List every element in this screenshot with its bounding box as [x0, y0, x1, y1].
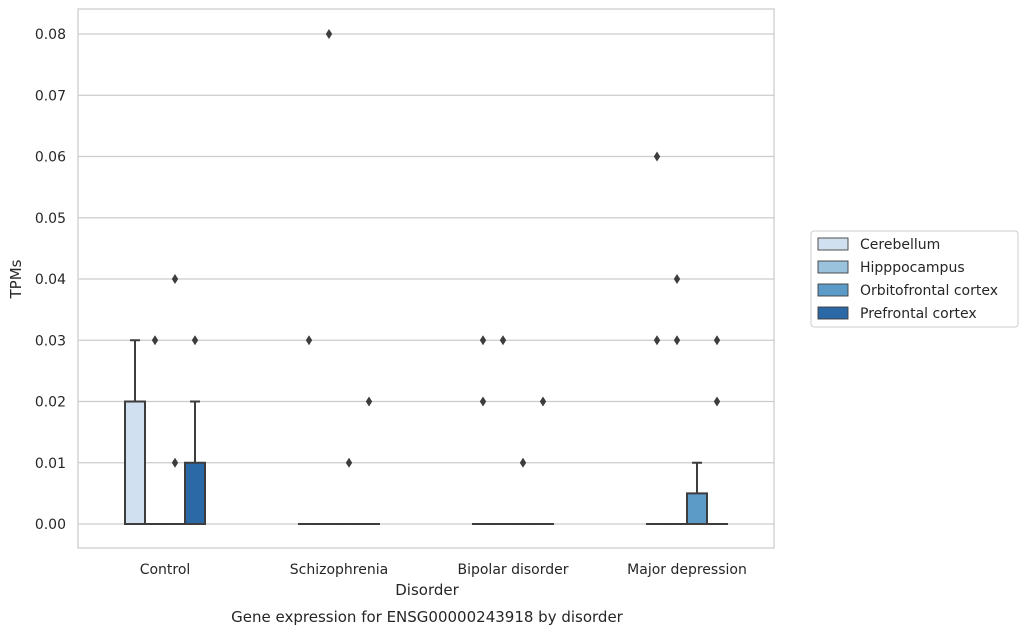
box-body — [124, 400, 146, 525]
y-tick-label: 0.03 — [35, 333, 66, 349]
outliers — [151, 29, 721, 468]
box-cerebellum — [124, 339, 146, 525]
outlier-point — [171, 274, 179, 284]
x-tick-label: Major depression — [627, 562, 747, 578]
outlier-point — [305, 335, 313, 346]
outlier-point — [713, 335, 721, 346]
box-orbitofrontal-cortex — [686, 461, 708, 525]
outlier-point — [673, 335, 681, 346]
x-axis-label: Disorder — [395, 581, 459, 599]
outlier-point — [191, 335, 199, 346]
legend-swatch — [817, 283, 849, 297]
x-tick-labels: Control Schizophrenia Bipolar disorder Majo… — [140, 562, 747, 578]
box-body — [686, 492, 708, 525]
outlier-point — [713, 396, 721, 407]
gridlines — [78, 33, 774, 525]
y-tick-labels: 0.00 0.01 0.02 0.03 0.04 0.05 0.06 0.07 0.08 — [35, 27, 66, 533]
outlier-point — [345, 457, 353, 468]
y-tick-label: 0.05 — [35, 211, 66, 227]
y-tick-label: 0.02 — [35, 395, 66, 411]
outlier-point — [653, 335, 661, 346]
outlier-point — [151, 335, 159, 346]
y-tick-label: 0.07 — [35, 88, 66, 104]
legend-swatch — [817, 306, 849, 320]
outlier-point — [365, 396, 373, 407]
y-tick-label: 0.06 — [35, 150, 66, 166]
legend: Cerebellum Hipppocampus Orbitofrontal cort… — [810, 230, 1019, 328]
legend-label: Orbitofrontal cortex — [860, 283, 998, 299]
legend-label: Hipppocampus — [860, 260, 965, 276]
y-tick-label: 0.01 — [35, 456, 66, 472]
y-tick-label: 0.04 — [35, 272, 66, 288]
outlier-point — [325, 29, 333, 39]
outlier-point — [479, 396, 487, 407]
outlier-point — [499, 335, 507, 346]
outlier-point — [479, 335, 487, 346]
y-tick-label: 0.08 — [35, 27, 66, 43]
y-tick-label: 0.00 — [35, 517, 66, 533]
outlier-point — [519, 457, 527, 468]
plot-area-frame — [77, 8, 775, 549]
outlier-point — [653, 151, 661, 162]
x-tick-label: Control — [140, 562, 191, 578]
legend-swatch — [817, 237, 849, 251]
x-tick-label: Bipolar disorder — [457, 562, 568, 578]
outlier-point — [171, 457, 179, 468]
y-axis-label: TPMs — [7, 259, 25, 299]
legend-label: Prefrontal cortex — [860, 306, 977, 322]
legend-label: Cerebellum — [860, 237, 940, 253]
box-body — [184, 461, 206, 525]
x-tick-label: Schizophrenia — [290, 562, 388, 578]
box-prefrontal-cortex — [184, 400, 206, 525]
legend-swatch — [817, 260, 849, 274]
chart-caption: Gene expression for ENSG00000243918 by d… — [231, 608, 624, 626]
outlier-point — [673, 274, 681, 284]
boxes — [124, 339, 728, 526]
legend-frame — [810, 230, 1019, 328]
outlier-point — [539, 396, 547, 407]
